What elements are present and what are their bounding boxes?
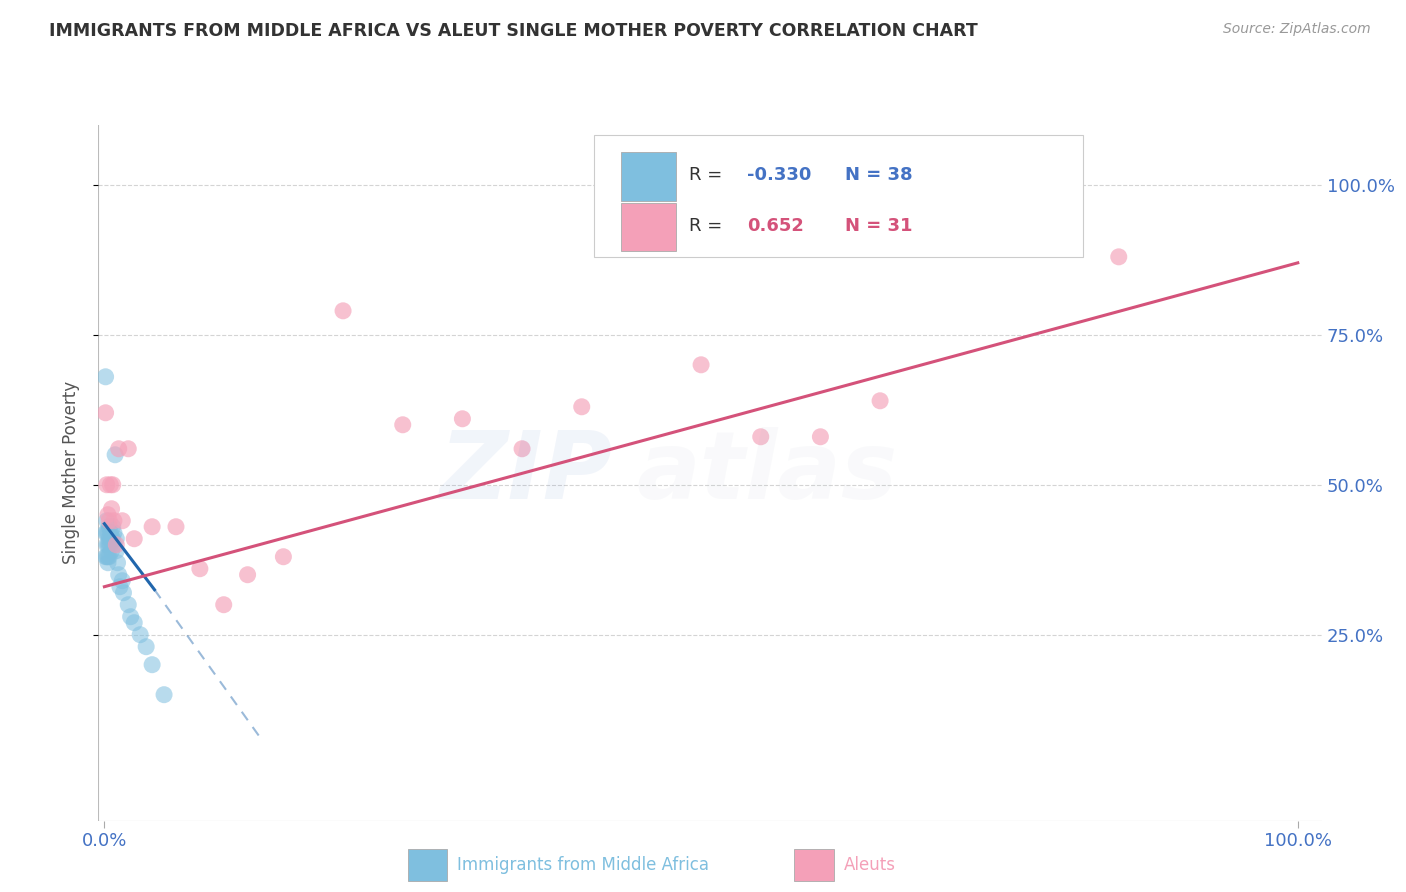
Point [98,520,121,534]
Point [105,543,128,558]
Point [103,538,125,552]
Point [103,525,125,540]
Point [100,501,122,516]
Point [117,442,139,456]
Point [96,525,118,540]
FancyBboxPatch shape [593,136,1083,257]
Point [100,543,122,558]
Point [98,538,121,552]
Point [810,430,832,444]
Point [108,580,131,594]
Point [97,508,120,522]
Point [107,442,129,456]
Point [94,369,117,384]
Point [1108,250,1130,264]
Point [212,598,235,612]
Point [749,430,772,444]
Point [98,538,121,552]
Point [129,628,152,642]
Point [988,202,1011,216]
Point [135,640,157,654]
Text: R =: R = [689,217,728,235]
Point [117,598,139,612]
Text: R =: R = [689,166,728,184]
Point [153,688,176,702]
Point [188,562,211,576]
Text: 0.652: 0.652 [747,217,804,235]
Point [96,549,118,564]
Point [165,520,187,534]
Point [1047,195,1070,210]
Point [103,514,125,528]
Point [98,525,121,540]
Text: N = 31: N = 31 [845,217,912,235]
Text: IMMIGRANTS FROM MIDDLE AFRICA VS ALEUT SINGLE MOTHER POVERTY CORRELATION CHART: IMMIGRANTS FROM MIDDLE AFRICA VS ALEUT S… [49,22,979,40]
Point [141,657,163,672]
Point [332,303,354,318]
Point [105,538,128,552]
Point [98,514,121,528]
Point [96,538,118,552]
Point [96,514,118,528]
Point [510,442,533,456]
Point [451,411,474,425]
FancyBboxPatch shape [620,152,676,201]
Point [111,514,134,528]
Point [97,525,120,540]
Point [94,406,117,420]
Point [101,477,124,491]
Point [98,549,121,564]
Text: -0.330: -0.330 [747,166,811,184]
Point [105,532,128,546]
Point [391,417,413,432]
Point [690,358,713,372]
Point [100,532,122,546]
Point [122,615,145,630]
Point [101,520,124,534]
Point [107,556,129,570]
Point [273,549,295,564]
Text: atlas: atlas [637,426,898,519]
Text: ZIP: ZIP [439,426,612,519]
Text: N = 38: N = 38 [845,166,912,184]
Text: Source: ZipAtlas.com: Source: ZipAtlas.com [1223,22,1371,37]
Point [104,448,127,462]
Point [112,585,135,599]
Point [97,549,120,564]
Point [94,525,117,540]
Point [141,520,163,534]
Point [96,477,118,491]
Point [122,532,145,546]
Point [120,609,142,624]
Point [571,400,593,414]
Point [98,477,121,491]
Point [98,532,121,546]
Point [869,393,891,408]
Text: Immigrants from Middle Africa: Immigrants from Middle Africa [457,856,709,874]
Point [97,556,120,570]
Text: Aleuts: Aleuts [844,856,896,874]
Point [101,532,124,546]
Point [111,574,134,588]
Point [97,538,120,552]
Y-axis label: Single Mother Poverty: Single Mother Poverty [62,381,80,565]
Point [236,567,259,582]
Point [107,567,129,582]
FancyBboxPatch shape [620,202,676,252]
Point [94,549,117,564]
